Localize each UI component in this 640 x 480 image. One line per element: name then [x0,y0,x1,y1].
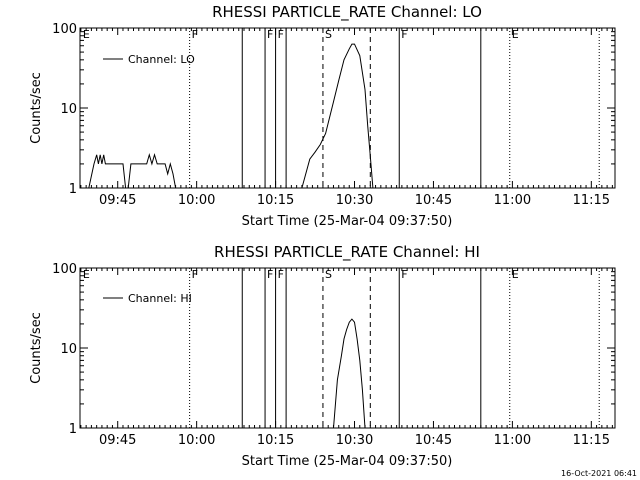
event-marker-label: F [401,268,407,281]
x-tick-label: 10:15 [257,433,294,448]
chart-title: RHESSI PARTICLE_RATE Channel: LO [212,3,482,22]
y-tick-label: 1 [69,182,77,197]
x-tick-label: 10:00 [178,193,215,208]
y-axis: 1 10 100 [52,262,615,437]
chart-title: RHESSI PARTICLE_RATE Channel: HI [214,243,480,262]
legend: Channel: HI [103,292,192,305]
event-marker-label: F [192,28,198,41]
generation-timestamp: 16-Oct-2021 06:41 [561,469,637,478]
event-marker-label: E [512,268,519,281]
x-tick-label: 09:45 [99,433,136,448]
y-tick-label: 10 [60,342,77,357]
y-tick-label: 1 [69,422,77,437]
x-tick-label: 10:45 [415,433,452,448]
x-tick-label: 11:00 [494,193,531,208]
series-line [333,318,366,429]
legend-entry: Channel: LO [128,53,195,66]
y-axis: 1 10 100 [52,22,615,197]
x-tick-label: 10:45 [415,193,452,208]
x-tick-label: 10:30 [336,433,373,448]
y-axis-label: Counts/sec [29,312,44,384]
series-line [301,43,374,189]
event-marker-label: E [512,28,519,41]
x-axis-label: Start Time (25-Mar-04 09:37:50) [242,214,453,229]
event-marker-label: F [278,28,284,41]
x-tick-label: 11:15 [573,433,610,448]
series-line [88,152,190,189]
event-marker-label: E [83,268,90,281]
x-tick-label: 10:00 [178,433,215,448]
x-tick-label: 11:15 [573,193,610,208]
x-axis: 09:45 10:00 10:15 10:30 10:45 11:00 11:15 [80,28,613,208]
y-tick-label: 100 [52,262,77,277]
event-marker-label: F [278,268,284,281]
legend: Channel: LO [103,53,195,66]
series-lines [88,43,374,189]
x-axis-label: Start Time (25-Mar-04 09:37:50) [242,454,453,469]
event-marker-label: F [267,268,273,281]
x-tick-label: 10:15 [257,193,294,208]
x-tick-label: 11:00 [494,433,531,448]
event-marker-label: S [325,268,332,281]
event-marker-label: F [267,28,273,41]
series-lines [333,318,366,429]
y-tick-label: 10 [60,102,77,117]
event-marker-label: E [83,28,90,41]
event-marker-label: F [192,268,198,281]
x-tick-label: 10:30 [336,193,373,208]
x-axis: 09:45 10:00 10:15 10:30 10:45 11:00 11:15 [80,268,613,448]
y-tick-label: 100 [52,22,77,37]
x-tick-label: 09:45 [99,193,136,208]
legend-entry: Channel: HI [128,292,192,305]
y-axis-label: Counts/sec [29,72,44,144]
event-marker-label: F [401,28,407,41]
event-marker-label: S [325,28,332,41]
